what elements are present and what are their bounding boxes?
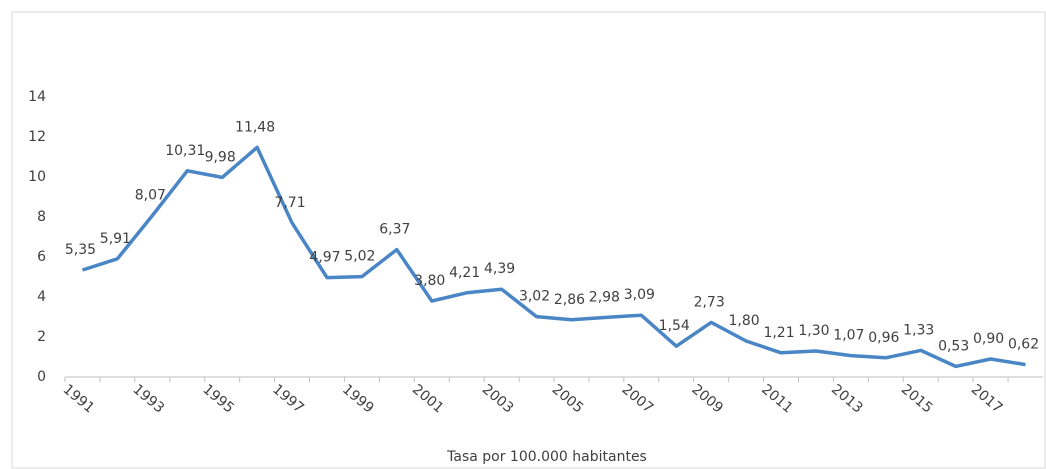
y-tick-label: 4: [37, 289, 46, 305]
data-label: 0,53: [938, 338, 969, 354]
x-axis-title: Tasa por 100.000 habitantes: [446, 449, 647, 465]
data-label: 1,54: [659, 318, 690, 334]
data-label: 3,09: [624, 287, 655, 303]
data-label: 5,35: [65, 242, 96, 258]
data-label: 8,07: [135, 188, 166, 204]
data-label: 0,62: [1008, 337, 1039, 353]
data-label: 4,39: [484, 261, 515, 277]
y-tick-label: 8: [37, 209, 46, 225]
data-label: 0,96: [868, 330, 899, 346]
data-label: 2,86: [554, 292, 585, 308]
data-label: 1,30: [798, 323, 829, 339]
y-tick-label: 2: [37, 329, 46, 345]
data-label: 7,71: [274, 195, 305, 211]
data-label: 4,97: [309, 250, 340, 266]
data-label: 11,48: [235, 119, 275, 135]
y-tick-label: 14: [28, 89, 46, 105]
data-label: 2,98: [589, 289, 620, 305]
y-tick-label: 6: [37, 249, 46, 265]
data-label: 1,33: [903, 322, 934, 338]
data-label: 1,80: [729, 313, 760, 329]
y-tick-label: 10: [28, 169, 46, 185]
y-tick-label: 0: [37, 369, 46, 385]
data-label: 3,02: [519, 289, 550, 305]
data-label: 0,90: [973, 331, 1004, 347]
data-label: 5,91: [100, 231, 131, 247]
data-label: 10,31: [165, 143, 205, 159]
data-label: 5,02: [344, 249, 375, 265]
data-label: 6,37: [379, 222, 410, 238]
data-label: 4,21: [449, 265, 480, 281]
data-label: 9,98: [205, 149, 236, 165]
y-tick-label: 12: [28, 129, 46, 145]
data-label: 1,21: [763, 325, 794, 341]
data-line: [81, 145, 1026, 369]
data-label: 1,07: [833, 328, 864, 344]
data-label: 2,73: [694, 294, 725, 310]
data-label: 3,80: [414, 273, 445, 289]
chart-frame: [11, 11, 1046, 469]
